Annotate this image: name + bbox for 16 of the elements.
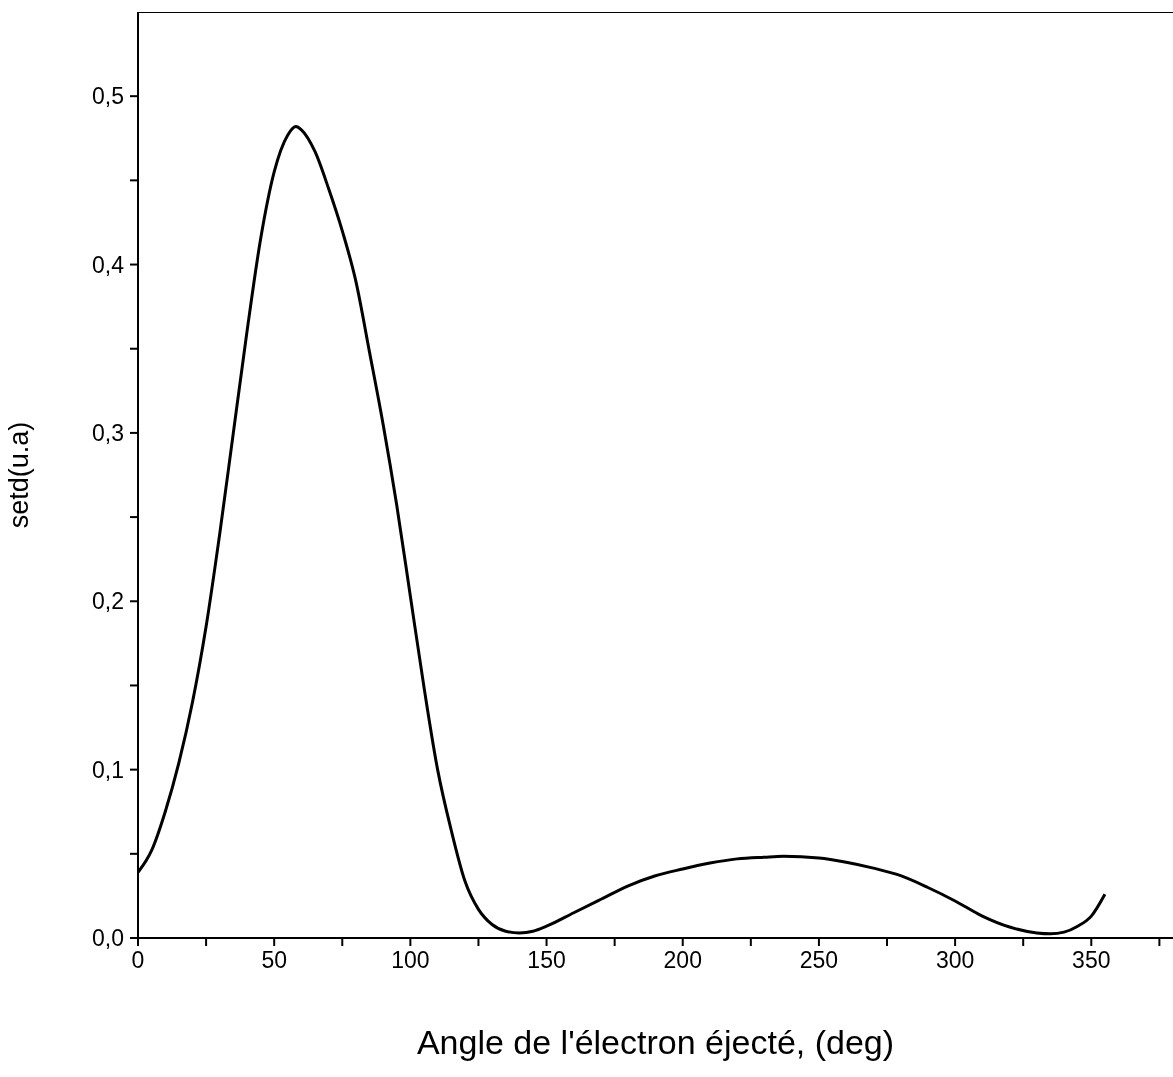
y-tick-label: 0,1 xyxy=(92,756,124,783)
y-tick-label: 0,5 xyxy=(92,83,124,110)
x-tick-label: 250 xyxy=(799,947,839,974)
x-tick-label: 100 xyxy=(391,947,430,974)
x-axis-title: Angle de l'électron éjecté, (deg) xyxy=(416,1023,895,1061)
x-tick-label: 300 xyxy=(935,947,975,974)
y-tick-label: 0,3 xyxy=(92,420,124,447)
x-tick-label: 350 xyxy=(1072,947,1111,974)
y-tick-label: 0,4 xyxy=(92,251,125,278)
x-tick-label: 0 xyxy=(131,947,145,974)
y-tick-label: 0,0 xyxy=(92,925,124,952)
y-tick-label: 0,2 xyxy=(92,588,124,615)
y-axis-title: setd(u.a) xyxy=(3,421,34,529)
x-tick-label: 50 xyxy=(261,947,287,974)
x-tick-label: 150 xyxy=(527,947,566,974)
x-tick-label: 200 xyxy=(663,947,702,974)
